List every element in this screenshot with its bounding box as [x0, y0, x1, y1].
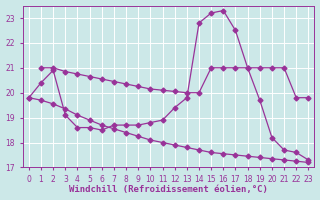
X-axis label: Windchill (Refroidissement éolien,°C): Windchill (Refroidissement éolien,°C) — [69, 185, 268, 194]
